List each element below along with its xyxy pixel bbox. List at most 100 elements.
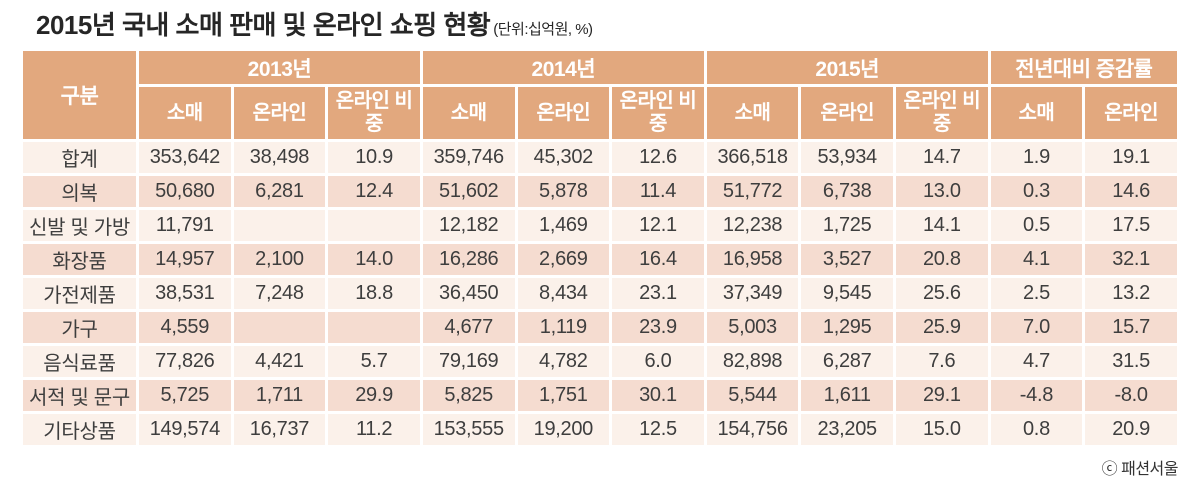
table-cell: 7.6 [896, 346, 988, 378]
table-cell: 53,934 [801, 142, 893, 174]
table-row: 합계 353,642 38,498 10.9 359,746 45,302 12.6 366,… [23, 142, 1177, 174]
table-cell: 50,680 [139, 176, 231, 208]
table-cell: 5,878 [517, 176, 610, 208]
table-cell [328, 312, 420, 344]
table-cell: 11.2 [328, 414, 420, 446]
table-cell: 1,711 [233, 380, 326, 412]
table-row: 음식료품 77,826 4,421 5.7 79,169 4,782 6.0 82,898 6,… [23, 346, 1177, 378]
table-cell: 7.0 [990, 312, 1083, 344]
col-header-2013-online-share: 온라인 비중 [328, 87, 420, 140]
table-cell: 12.5 [612, 414, 704, 446]
group-header-yoy-change: 전년대비 증감률 [990, 51, 1177, 85]
table-cell: 13.0 [896, 176, 988, 208]
table-cell: 1,469 [517, 210, 610, 242]
table-cell: 10.9 [328, 142, 420, 174]
unit-note: (단위:십억원, %) [493, 21, 593, 38]
row-category: 화장품 [23, 244, 136, 276]
table-cell: 25.9 [896, 312, 988, 344]
col-header-2014-online-share: 온라인 비중 [612, 87, 704, 140]
table-cell: 7,248 [233, 278, 326, 310]
table-cell: 51,602 [422, 176, 515, 208]
table-cell: 29.1 [896, 380, 988, 412]
table-row: 의복 50,680 6,281 12.4 51,602 5,878 11.4 51,772 6,… [23, 176, 1177, 208]
table-cell: 23.9 [612, 312, 704, 344]
table-cell: 5,003 [706, 312, 799, 344]
table-cell: 37,349 [706, 278, 799, 310]
row-category: 기타상품 [23, 414, 136, 446]
table-cell: 16,958 [706, 244, 799, 276]
table-cell [233, 210, 326, 242]
table-cell: 12,182 [422, 210, 515, 242]
table-cell: 19.1 [1085, 142, 1177, 174]
table-cell: 1,725 [801, 210, 893, 242]
table-cell: 18.8 [328, 278, 420, 310]
col-header-2015-online: 온라인 [801, 87, 893, 140]
table-cell: 16,737 [233, 414, 326, 446]
table-cell: 359,746 [422, 142, 515, 174]
table-cell: 6,287 [801, 346, 893, 378]
table-cell: 16.4 [612, 244, 704, 276]
row-category: 음식료품 [23, 346, 136, 378]
table-cell: 29.9 [328, 380, 420, 412]
table-cell: 36,450 [422, 278, 515, 310]
table-cell: -4.8 [990, 380, 1083, 412]
table-cell: 38,531 [139, 278, 231, 310]
table-cell: 14.7 [896, 142, 988, 174]
table-cell: 5,725 [139, 380, 231, 412]
table-cell: 31.5 [1085, 346, 1177, 378]
table-cell: 3,527 [801, 244, 893, 276]
table-cell: 4,421 [233, 346, 326, 378]
table-cell: 2,669 [517, 244, 610, 276]
table-cell: 5.7 [328, 346, 420, 378]
header-sub-row: 소매 온라인 온라인 비중 소매 온라인 온라인 비중 소매 온라인 온라인 비… [23, 87, 1177, 140]
row-category: 가구 [23, 312, 136, 344]
table-cell: 14.6 [1085, 176, 1177, 208]
table-cell: 19,200 [517, 414, 610, 446]
table-row: 서적 및 문구 5,725 1,711 29.9 5,825 1,751 30.1 5,544… [23, 380, 1177, 412]
table-cell [328, 210, 420, 242]
table-cell: 4,559 [139, 312, 231, 344]
table-cell: 11,791 [139, 210, 231, 242]
group-header-2015: 2015년 [706, 51, 988, 85]
col-header-2015-retail: 소매 [706, 87, 799, 140]
table-row: 신발 및 가방 11,791 12,182 1,469 12.1 12,238 1,725 1… [23, 210, 1177, 242]
table-cell [233, 312, 326, 344]
table-cell: 79,169 [422, 346, 515, 378]
table-cell: 4.1 [990, 244, 1083, 276]
col-header-2014-retail: 소매 [422, 87, 515, 140]
table-cell: 82,898 [706, 346, 799, 378]
table-cell: 14,957 [139, 244, 231, 276]
table-cell: 4.7 [990, 346, 1083, 378]
table-body: 합계 353,642 38,498 10.9 359,746 45,302 12.6 366,… [23, 142, 1177, 446]
table-cell: 12.4 [328, 176, 420, 208]
row-category: 가전제품 [23, 278, 136, 310]
table-cell: 14.0 [328, 244, 420, 276]
table-cell: 4,677 [422, 312, 515, 344]
table-cell: 6.0 [612, 346, 704, 378]
table-cell: 23,205 [801, 414, 893, 446]
table-cell: 12.1 [612, 210, 704, 242]
table-cell: 25.6 [896, 278, 988, 310]
table-cell: 149,574 [139, 414, 231, 446]
table-cell: 6,281 [233, 176, 326, 208]
table-cell: 0.8 [990, 414, 1083, 446]
table-cell: 5,544 [706, 380, 799, 412]
table-cell: 13.2 [1085, 278, 1177, 310]
table-cell: -8.0 [1085, 380, 1177, 412]
row-category: 의복 [23, 176, 136, 208]
table-cell: 154,756 [706, 414, 799, 446]
retail-online-table: 구분 2013년 2014년 2015년 전년대비 증감률 소매 온라인 온라인… [20, 48, 1180, 448]
table-cell: 23.1 [612, 278, 704, 310]
table-cell: 1.9 [990, 142, 1083, 174]
table-cell: 12.6 [612, 142, 704, 174]
table-cell: 51,772 [706, 176, 799, 208]
table-row: 가구 4,559 4,677 1,119 23.9 5,003 1,295 25.9 7.0 15… [23, 312, 1177, 344]
table-cell: 32.1 [1085, 244, 1177, 276]
page-title: 2015년 국내 소매 판매 및 온라인 쇼핑 현황 [36, 10, 491, 40]
table-cell: 1,119 [517, 312, 610, 344]
copyright-credit: ⓒ 패션서울 [1101, 461, 1179, 479]
group-header-2013: 2013년 [139, 51, 420, 85]
table-cell: 1,611 [801, 380, 893, 412]
table-cell: 1,295 [801, 312, 893, 344]
header-group-row: 구분 2013년 2014년 2015년 전년대비 증감률 [23, 51, 1177, 140]
